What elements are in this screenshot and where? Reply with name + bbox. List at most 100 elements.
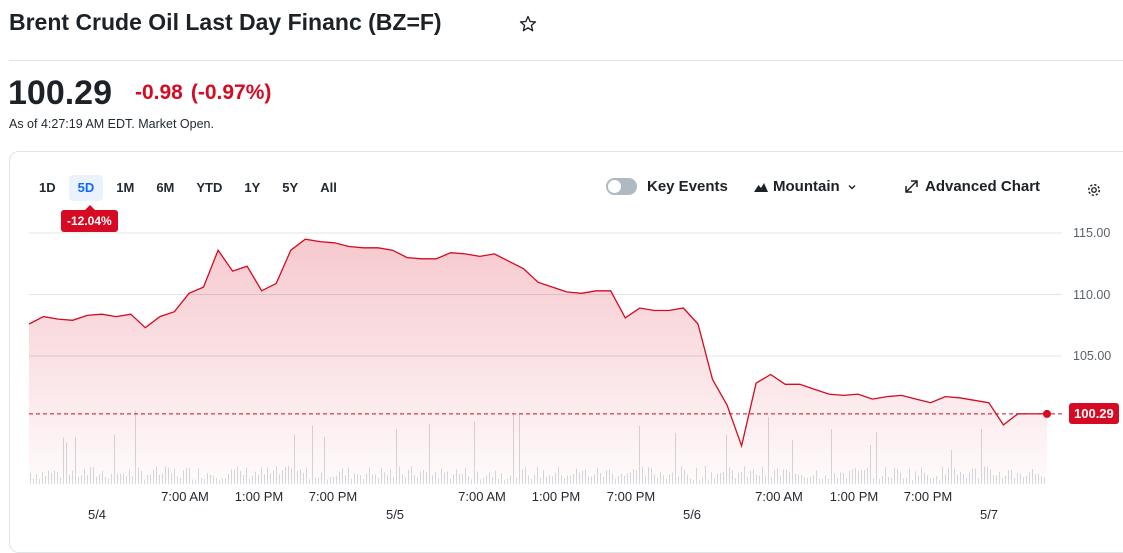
volume-bar xyxy=(693,479,694,484)
volume-bar xyxy=(666,478,667,484)
x-time-label: 1:00 PM xyxy=(829,489,879,504)
volume-bar xyxy=(930,478,931,484)
volume-bar xyxy=(1041,476,1042,484)
volume-bar xyxy=(618,476,619,484)
x-time-label: 7:00 PM xyxy=(606,489,656,504)
volume-bar xyxy=(564,477,565,484)
chart-type-label: Mountain xyxy=(773,178,840,195)
volume-bar xyxy=(546,476,547,484)
x-date-label: 5/6 xyxy=(682,507,702,522)
price-line xyxy=(28,238,1048,449)
volume-bar xyxy=(702,477,703,484)
y-tick-label: 110.00 xyxy=(1073,288,1111,302)
range-change-badge: -12.04% xyxy=(61,205,118,232)
price-area xyxy=(29,239,1047,480)
volume-bar xyxy=(318,477,319,484)
volume-bar xyxy=(225,478,226,484)
range-all[interactable]: All xyxy=(320,180,337,195)
range-5y[interactable]: 5Y xyxy=(282,180,299,195)
volume-bar xyxy=(933,477,934,484)
volume-bar xyxy=(540,477,541,484)
volume-bar xyxy=(966,477,967,484)
volume-bar xyxy=(507,478,508,484)
volume-bar xyxy=(819,479,820,484)
volume-bar xyxy=(498,478,499,484)
range-1m[interactable]: 1M xyxy=(116,180,135,195)
volume-bar xyxy=(882,476,883,484)
volume-bar xyxy=(810,476,811,484)
volume-bar xyxy=(531,479,532,484)
x-time-label: 7:00 AM xyxy=(458,489,506,504)
volume-bar xyxy=(690,478,691,484)
volume-bar xyxy=(471,479,472,484)
x-time-label: 1:00 PM xyxy=(531,489,581,504)
key-events-toggle[interactable]: Key Events xyxy=(606,178,728,195)
volume-bar xyxy=(1044,477,1045,484)
advanced-chart-button[interactable]: Advanced Chart xyxy=(905,178,1040,195)
price-chart[interactable] xyxy=(0,0,1123,522)
volume-bar xyxy=(108,478,109,484)
volume-bar xyxy=(822,478,823,484)
expand-icon xyxy=(905,180,918,193)
volume-bar xyxy=(249,479,250,484)
volume-bar xyxy=(903,478,904,484)
volume-bar xyxy=(873,478,874,484)
range-1y[interactable]: 1Y xyxy=(244,180,261,195)
volume-bar xyxy=(405,477,406,484)
volume-bar xyxy=(771,477,772,484)
range-5d[interactable]: 5D xyxy=(68,175,104,201)
volume-bar xyxy=(192,479,193,484)
volume-bar xyxy=(678,476,679,484)
volume-bar xyxy=(333,476,334,484)
volume-bar xyxy=(60,477,61,484)
range-6m[interactable]: 6M xyxy=(156,180,175,195)
volume-bar xyxy=(516,477,517,484)
current-price: 100.29 xyxy=(8,74,112,112)
range-1d[interactable]: 1D xyxy=(39,180,56,195)
gear-icon[interactable] xyxy=(1085,181,1103,199)
y-tick-label: 115.00 xyxy=(1073,226,1111,240)
volume-bar xyxy=(468,476,469,484)
mountain-icon xyxy=(754,182,768,192)
price-change: -0.98 (-0.97%) xyxy=(135,81,271,105)
page-title: Brent Crude Oil Last Day Financ (BZ=F) xyxy=(9,9,442,35)
x-time-label: 7:00 AM xyxy=(755,489,803,504)
volume-bar xyxy=(327,479,328,484)
volume-bar xyxy=(330,477,331,484)
volume-bar xyxy=(78,476,79,484)
volume-bar xyxy=(978,478,979,484)
chart-type-dropdown[interactable]: Mountain xyxy=(754,178,857,195)
volume-bar xyxy=(39,478,40,484)
volume-bar xyxy=(378,478,379,484)
volume-bar xyxy=(222,478,223,484)
volume-bar xyxy=(588,476,589,484)
volume-bar xyxy=(492,476,493,484)
volume-bar xyxy=(33,478,34,484)
volume-bar xyxy=(450,478,451,484)
x-time-label: 7:00 PM xyxy=(903,489,953,504)
header-divider xyxy=(9,60,1123,61)
volume-bar xyxy=(1014,478,1015,484)
volume-bar xyxy=(480,479,481,484)
volume-bar xyxy=(591,476,592,484)
volume-bar xyxy=(879,479,880,484)
volume-bar xyxy=(132,476,133,484)
range-ytd[interactable]: YTD xyxy=(196,180,223,195)
volume-bar xyxy=(747,476,748,484)
volume-bar xyxy=(888,477,889,484)
volume-bar xyxy=(201,477,202,484)
volume-bar xyxy=(216,478,217,484)
volume-bar xyxy=(438,478,439,484)
x-date-label: 5/4 xyxy=(87,507,107,522)
star-icon[interactable] xyxy=(518,14,538,34)
volume-bar xyxy=(504,479,505,484)
x-time-label: 7:00 AM xyxy=(161,489,209,504)
volume-bar xyxy=(177,476,178,484)
last-price-badge: 100.29 xyxy=(1069,403,1119,424)
volume-bar xyxy=(96,476,97,484)
volume-bar xyxy=(126,476,127,484)
volume-bar xyxy=(417,477,418,484)
volume-bar xyxy=(195,479,196,484)
volume-bar xyxy=(393,476,394,484)
volume-bar xyxy=(939,479,940,484)
